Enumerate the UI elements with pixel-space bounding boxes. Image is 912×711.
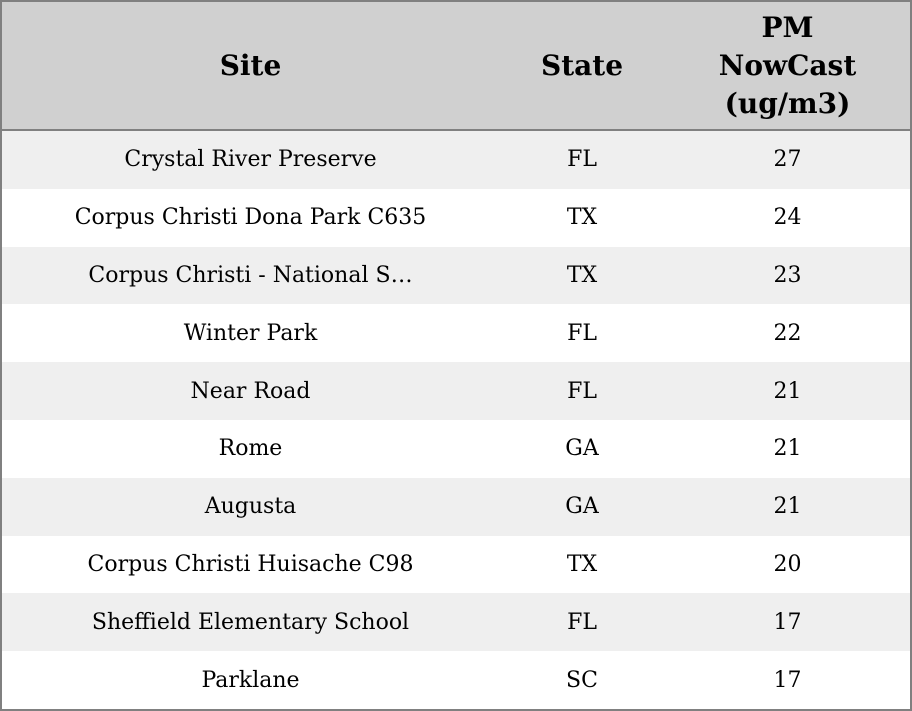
site-cell: Parklane <box>201 667 300 693</box>
table-row: Corpus Christi Dona Park C635 TX 24 <box>2 188 910 247</box>
pm-cell: 27 <box>773 147 802 173</box>
site-cell: Winter Park <box>183 320 318 346</box>
pm-cell: 20 <box>773 551 802 577</box>
col-header-site: Site <box>2 47 499 85</box>
state-cell: GA <box>565 494 599 520</box>
table-row: Parklane SC 17 <box>2 651 910 709</box>
col-header-pm-nowcast-label: PM NowCast (ug/m3) <box>718 10 857 120</box>
table-row: Sheffield Elementary School FL 17 <box>2 593 910 652</box>
state-cell: TX <box>566 551 598 577</box>
state-cell: FL <box>567 320 597 346</box>
site-cell: Corpus Christi - National S… <box>88 262 413 288</box>
pm-cell: 17 <box>773 667 802 693</box>
site-cell: Near Road <box>190 378 311 404</box>
state-cell: TX <box>566 205 598 231</box>
table-row: Rome GA 21 <box>2 419 910 478</box>
pm-cell: 22 <box>773 320 802 346</box>
table-header-row: Site State PM NowCast (ug/m3) <box>2 2 910 131</box>
site-cell: Sheffield Elementary School <box>91 609 410 635</box>
table-row: Crystal River Preserve FL 27 <box>2 131 910 189</box>
table-row: Near Road FL 21 <box>2 362 910 420</box>
pm-cell: 21 <box>773 494 802 520</box>
table-row: Winter Park FL 22 <box>2 304 910 363</box>
table-body: Crystal River Preserve FL 27 Corpus Chri… <box>2 131 910 709</box>
site-cell: Rome <box>218 436 283 462</box>
site-cell: Corpus Christi Dona Park C635 <box>74 205 427 231</box>
pm-cell: 23 <box>773 262 802 288</box>
col-header-site-label: Site <box>219 48 282 82</box>
table-row: Augusta GA 21 <box>2 477 910 536</box>
pm-cell: 21 <box>773 378 802 404</box>
pm-cell: 17 <box>773 609 802 635</box>
col-header-state-label: State <box>540 48 624 82</box>
pm-cell: 21 <box>773 436 802 462</box>
site-cell: Crystal River Preserve <box>124 147 377 173</box>
state-cell: TX <box>566 262 598 288</box>
pm-cell: 24 <box>773 205 802 231</box>
col-header-pm-nowcast: PM NowCast (ug/m3) <box>665 9 910 123</box>
state-cell: FL <box>567 147 597 173</box>
table-row: Corpus Christi - National S… TX 23 <box>2 246 910 305</box>
table-row: Corpus Christi Huisache C98 TX 20 <box>2 535 910 594</box>
state-cell: FL <box>567 378 597 404</box>
site-cell: Augusta <box>204 494 297 520</box>
state-cell: GA <box>565 436 599 462</box>
col-header-state: State <box>499 47 665 85</box>
site-cell: Corpus Christi Huisache C98 <box>87 551 414 577</box>
state-cell: FL <box>567 609 597 635</box>
state-cell: SC <box>566 667 598 693</box>
